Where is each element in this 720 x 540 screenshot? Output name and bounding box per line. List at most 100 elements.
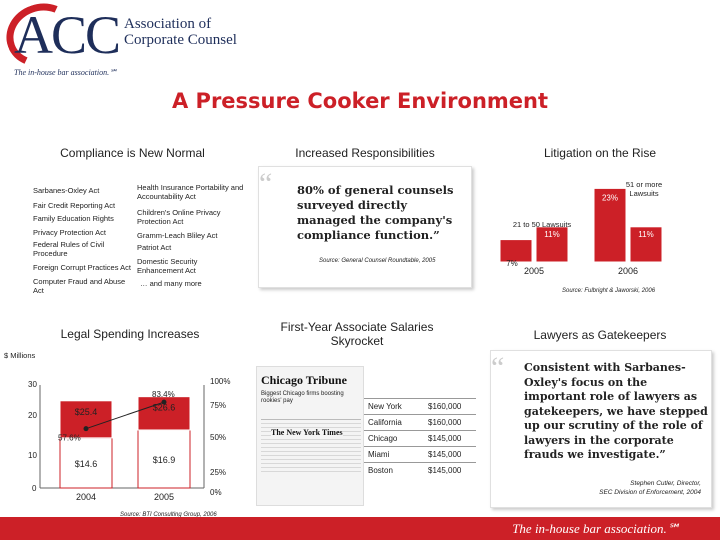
table-row: California $160,000 [364,414,476,430]
data-label: $26.6 [153,403,176,413]
trend-line [85,401,165,430]
x-tick: 2005 [154,492,174,502]
gatekeepers-heading: Lawyers as Gatekeepers [533,328,667,342]
pct-tick: 100% [210,377,231,386]
quote-mark-icon: “ [491,351,505,384]
org-name-line2: Corporate Counsel [124,32,237,48]
x-tick: 2004 [76,492,96,502]
logo-acc: ACC [14,5,121,65]
compliance-panel: Sarbanes-Oxley Act Fair Credit Reporting… [20,170,245,300]
quote-mark-icon: “ [259,167,273,200]
attribution-line1: Stephen Cutler, Director, [630,480,701,487]
pct-tick: 0% [210,488,222,497]
attribution-line2: SEC Division of Enforcement, 2004 [599,489,701,496]
compliance-heading: Compliance is New Normal [60,146,205,160]
spending-chart: $ Millions $14.6 $25.4 2004 $16.9 $26.6 2005 5… [4,347,266,518]
law-item: Computer Fraud and Abuse Act [33,277,126,295]
pct-tick: 50% [210,433,227,442]
newspaper-text-block: The New York Times [261,419,361,475]
litigation-source: Source: Fulbright & Jaworski, 2006 [562,288,656,294]
bar [629,226,663,263]
law-item: Children's Online Privacy Protection Act [137,208,221,226]
law-item: Patriot Act [137,243,172,252]
law-item: Domestic Security Enhancement Act [137,257,198,275]
pct-tick: 25% [210,468,227,477]
law-item: Foreign Corrupt Practices Act [33,263,131,272]
y-tick: 10 [28,451,37,460]
city-cell: Boston [368,466,393,475]
data-label: $16.9 [153,455,176,465]
legend-21: 21 to 50 Lawsuits [512,220,572,229]
pct-tick: 75% [210,401,227,410]
salary-cell: $145,000 [428,434,462,443]
litigation-chart: 7% 11% 2005 23% 11% 2006 51 or more Lawsuits … [488,166,714,300]
salary-table: New York $160,000 California $160,000 Chicag… [364,398,476,498]
law-item: Fair Credit Reporting Act [33,201,116,210]
table-row: Miami $145,000 [364,446,476,462]
law-item: … and many more [140,279,202,288]
law-item: Gramm-Leach Bliley Act [137,231,218,240]
spending-units: $ Millions [4,351,36,360]
city-cell: Chicago [368,434,398,443]
page-title: A Pressure Cooker Environment [171,89,549,113]
bar-upper [59,400,113,439]
spending-heading: Legal Spending Increases [60,327,200,341]
table-row: Boston $145,000 [364,462,476,478]
legend-51: 51 or more Lawsuits [625,180,663,198]
salary-cell: $145,000 [428,466,462,475]
footer-bar [0,517,720,540]
footer-tagline: The in-house bar association.℠ [512,521,680,536]
data-label: 11% [638,230,653,239]
city-cell: New York [368,402,402,411]
newspaper-clipping: Chicago Tribune Biggest Chicago firms bo… [256,366,364,506]
bar [535,226,569,263]
data-label: 57.6% [58,434,81,443]
spending-chart-svg: $14.6 $25.4 2004 $16.9 $26.6 2005 57.6% 83.4% [39,385,205,502]
attribution: Stephen Cutler, Director, SEC Division o… [599,479,701,497]
bar [499,239,533,263]
city-cell: California [368,418,402,427]
salary-cell: $160,000 [428,402,462,411]
litigation-heading: Litigation on the Rise [543,146,657,160]
data-label: 7% [506,259,518,268]
gatekeepers-panel: “ Consistent with Sarbanes-Oxley's focus… [490,350,712,508]
salary-cell: $160,000 [428,418,462,427]
data-label: 83.4% [152,390,175,399]
newspaper-title: Chicago Tribune [261,373,347,387]
table-row: New York $160,000 [364,398,476,414]
bar-lower [59,437,113,489]
data-label: 23% [602,193,618,202]
salaries-heading: First-Year Associate Salaries Skyrocket [280,320,434,348]
y-tick: 20 [28,411,37,420]
logo-tagline: The in-house bar association.℠ [14,68,118,77]
law-item: Sarbanes-Oxley Act [33,186,100,195]
y-tick: 30 [28,380,37,389]
salary-cell: $145,000 [428,450,462,459]
city-cell: Miami [368,450,390,459]
bar-lower [137,429,191,489]
data-label: $25.4 [75,407,98,417]
responsibilities-quote: 80% of general counsels surveyed directl… [297,183,454,242]
table-row: Chicago $145,000 [364,430,476,446]
newspaper-headline: Biggest Chicago firms boosting rookies' … [261,391,344,404]
newspaper2-title: The New York Times [271,428,343,437]
data-label: $14.6 [75,459,98,469]
gatekeepers-quote: Consistent with Sarbanes-Oxley's focus o… [524,361,708,461]
responsibilities-source: Source: General Counsel Roundtable, 2005 [319,258,436,264]
trend-point [161,399,167,405]
responsibilities-heading: Increased Responsibilities [295,146,435,160]
org-name-line1: Association of [124,16,212,32]
responsibilities-panel: “ 80% of general counsels surveyed direc… [258,166,472,288]
x-tick: 2006 [618,266,638,276]
data-label: 11% [544,230,559,239]
litigation-chart-svg: 7% 11% 2005 23% 11% 2006 [499,187,663,276]
x-tick: 2005 [524,266,544,276]
law-item: Privacy Protection Act [33,228,106,237]
trend-point [83,426,89,432]
spending-source: Source: BTI Consulting Group, 2006 [120,512,217,518]
law-item: Federal Rules of Civil Procedure [33,240,105,258]
law-item: Family Education Rights [33,214,114,223]
y-tick: 0 [32,484,37,493]
salaries-panel: Chicago Tribune Biggest Chicago firms bo… [256,358,478,508]
bar [593,187,627,263]
